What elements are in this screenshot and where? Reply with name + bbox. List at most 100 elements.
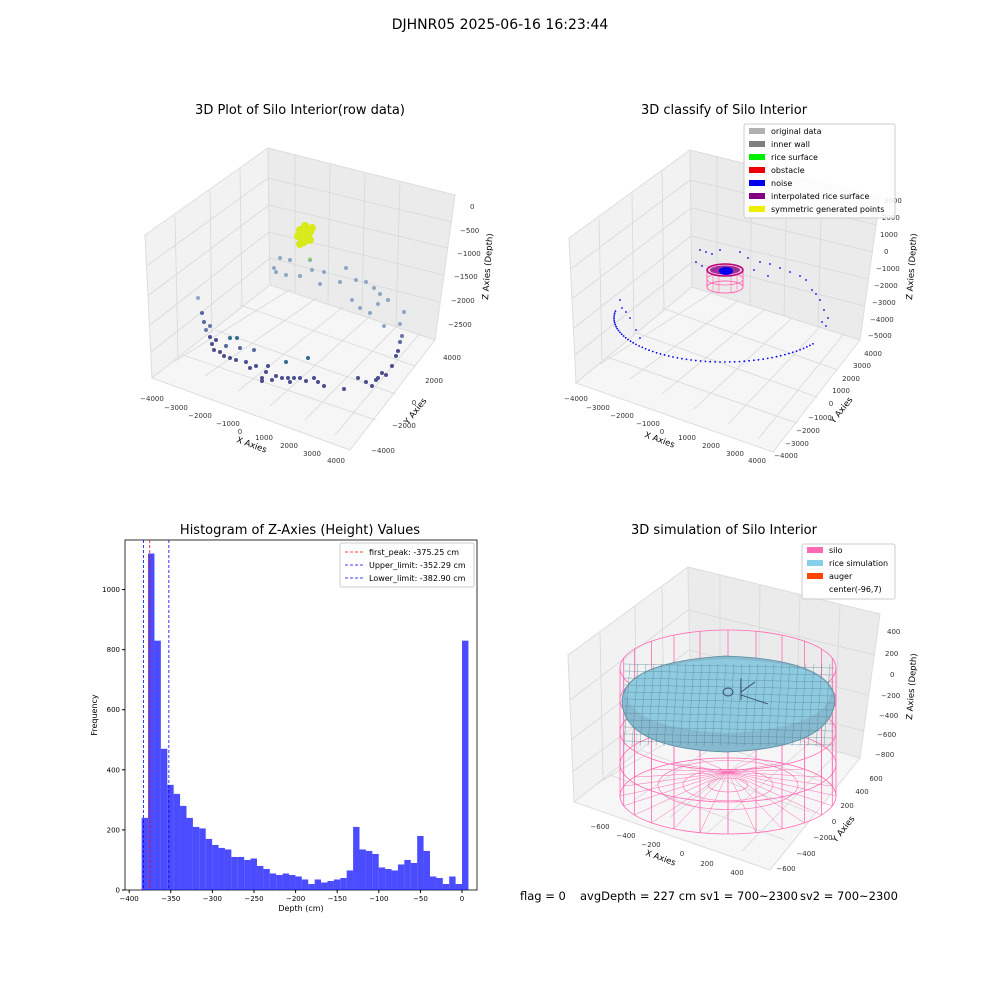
raw-top-cluster-point	[304, 232, 312, 240]
raw-data-point	[372, 286, 376, 290]
histogram-bar	[256, 865, 264, 890]
classify-plot-title: 3D classify of Silo Interior	[640, 103, 808, 118]
rice-mesh-line	[623, 677, 835, 683]
histogram-y-tick-label: 1000	[102, 586, 120, 594]
histogram-bar	[436, 877, 443, 890]
classify-noise-point	[789, 271, 791, 273]
simulation-z-tick: 400	[887, 628, 900, 636]
raw-data-point	[288, 258, 292, 262]
raw-data-point	[374, 378, 378, 382]
silo-floor-spoke	[699, 771, 729, 833]
classify-noise-point	[738, 360, 741, 363]
silo-ring	[619, 693, 837, 771]
histogram-y-tick-label: 400	[107, 766, 120, 774]
raw-data-point	[284, 360, 288, 364]
silo-ring	[619, 629, 837, 707]
classify-noise-point	[806, 346, 808, 348]
silo-floor-spoke	[727, 768, 805, 773]
raw-data-point	[400, 334, 404, 338]
raw-data-point	[254, 364, 258, 368]
simulation-y-tick: 400	[855, 788, 868, 796]
histogram-y-tick-label: 800	[107, 646, 120, 654]
raw-data-point	[272, 266, 276, 270]
raw-data-point	[368, 311, 372, 315]
raw-data-point	[394, 354, 398, 358]
classify-noise-point	[701, 265, 703, 267]
classify-noise-point	[747, 257, 749, 259]
rice-mesh-line	[719, 663, 727, 747]
simulation-legend-label: rice simulation	[829, 559, 888, 568]
raw-y-tick: 2000	[425, 377, 443, 385]
raw-data-point	[266, 364, 270, 368]
histogram-x-tick-label: −100	[369, 895, 388, 903]
histogram-bar	[263, 868, 270, 890]
classify-legend: original data inner wall rice surface obsta…	[743, 123, 896, 219]
classify-noise-point	[613, 320, 616, 322]
classify-noise-point	[667, 355, 670, 357]
raw-data-point	[318, 282, 322, 286]
simulation-plot-title: 3D simulation of Silo Interior	[631, 523, 817, 538]
silo-floor-spoke	[727, 771, 833, 787]
raw-data-point	[396, 349, 400, 353]
classify-x-axis-label: X Axies	[643, 430, 676, 450]
classify-noise-point	[613, 312, 616, 314]
classify-y-tick: −3000	[785, 440, 809, 448]
histogram-bar	[289, 874, 296, 890]
histogram-bar	[417, 835, 424, 890]
classify-noise-point	[733, 360, 736, 363]
simulation-z-tick: −400	[879, 712, 898, 720]
simulation-x-tick: 0	[680, 850, 684, 858]
histogram-bar	[314, 879, 322, 890]
rice-mesh-line	[647, 663, 655, 747]
classify-noise-point	[724, 361, 726, 363]
rice-mesh-line	[623, 684, 835, 690]
simulation-y-tick: 0	[832, 818, 836, 826]
classify-noise-point	[821, 321, 823, 323]
silo-floor-spoke	[673, 762, 729, 773]
histogram-bar	[442, 883, 450, 890]
raw-data-point	[208, 324, 212, 328]
simulation-legend-swatch	[807, 560, 823, 566]
histogram-bar	[160, 748, 168, 890]
simulation-z-tick: −200	[881, 692, 900, 700]
classify-noise-point	[613, 314, 616, 316]
silo-floor-spoke	[727, 771, 783, 830]
raw-data-point	[292, 376, 296, 380]
histogram-bar	[391, 870, 398, 890]
histogram-title: Histogram of Z-Axies (Height) Values	[179, 523, 421, 538]
classify-legend-swatch	[749, 167, 765, 173]
raw-y-axis-label: Y Axies	[402, 396, 430, 428]
raw-top-cluster-point	[296, 240, 304, 248]
classify-noise-point	[775, 355, 778, 358]
raw-data-point	[304, 379, 308, 383]
raw-data-point	[214, 338, 218, 342]
silo-floor-spoke	[727, 771, 837, 797]
classify-grid	[571, 156, 878, 440]
rice-mesh-line	[775, 663, 783, 747]
classify-noise-point	[635, 343, 637, 346]
classify-noise-point	[753, 269, 755, 271]
classify-z-tick: −4000	[870, 316, 894, 324]
raw-data-point	[312, 376, 316, 380]
classify-z-tick: 1000	[880, 231, 898, 239]
classify-y-axis-label: Y Axies	[828, 395, 856, 427]
raw-data-point	[260, 376, 264, 380]
histogram-bar	[308, 883, 315, 890]
raw-floor-pane	[150, 284, 436, 451]
classify-noise-point	[709, 360, 712, 363]
raw-data-point	[364, 380, 368, 384]
histogram-bar	[359, 849, 366, 890]
histogram-bar	[212, 844, 219, 890]
classify-noise-point	[695, 261, 697, 263]
simulation-z-tick: −800	[875, 751, 894, 759]
classify-z-tick: 3000	[884, 197, 902, 205]
histogram-bar	[455, 883, 463, 890]
classify-noise-point	[659, 353, 662, 355]
histogram-x-tick-label: −300	[203, 895, 222, 903]
raw-data-point	[238, 346, 242, 350]
raw-top-cluster-point	[306, 228, 314, 236]
silo-floor-spoke	[727, 771, 833, 807]
rice-mesh-line	[623, 740, 835, 746]
raw-point-cloud	[196, 222, 406, 391]
histogram-bar	[346, 870, 354, 890]
